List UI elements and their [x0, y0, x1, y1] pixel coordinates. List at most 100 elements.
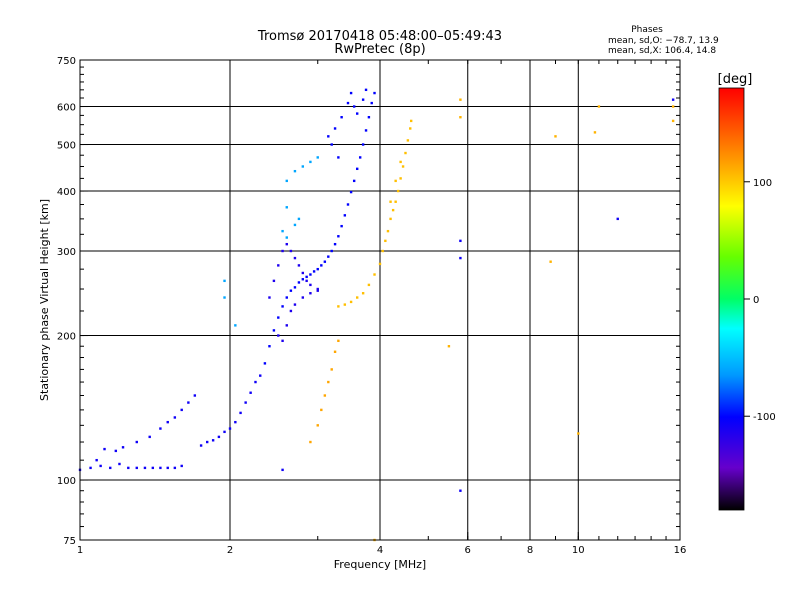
data-point	[396, 189, 400, 193]
data-point	[394, 179, 397, 183]
data-point	[268, 296, 271, 299]
data-point	[301, 278, 305, 281]
y-axis-label: Stationary phase Virtual Height [km]	[38, 199, 51, 401]
data-point	[293, 169, 297, 173]
data-point	[166, 466, 169, 470]
data-point	[361, 143, 365, 146]
data-point	[285, 206, 288, 209]
data-point	[309, 273, 312, 276]
data-point	[381, 249, 384, 253]
data-point	[272, 329, 276, 332]
data-point	[173, 466, 177, 470]
data-point	[312, 270, 316, 273]
data-point	[135, 440, 138, 444]
data-point	[364, 88, 368, 92]
colorbar-tick-label: 100	[753, 178, 772, 189]
data-point	[281, 249, 284, 253]
data-point	[223, 279, 226, 283]
data-point	[358, 156, 362, 159]
data-point	[254, 380, 257, 384]
data-point	[135, 466, 138, 470]
data-point	[330, 143, 333, 146]
data-point	[316, 424, 319, 427]
data-point	[272, 279, 276, 283]
y-axis-ticks: 75 100 200 300 400 500 600 750	[57, 56, 680, 547]
data-point	[234, 324, 237, 327]
data-point	[263, 362, 267, 365]
data-point	[180, 464, 183, 468]
data-point	[297, 264, 301, 267]
data-point	[309, 283, 312, 287]
data-point	[293, 286, 297, 289]
data-point	[349, 190, 353, 194]
phase-info: Phases mean, sd,O: −78.7, 13.9 mean, sd,…	[608, 25, 719, 56]
data-point	[309, 292, 312, 295]
data-point	[305, 275, 308, 279]
data-point	[355, 296, 359, 299]
data-point	[211, 439, 215, 442]
data-point	[297, 217, 301, 221]
data-point	[127, 466, 130, 470]
colorbar-ticks: 100 0 -100	[744, 178, 776, 423]
phase-info-x: mean, sd,X: 106.4, 14.8	[608, 46, 716, 56]
chart-title: Tromsø 20170418 05:48:00–05:49:43	[257, 29, 502, 44]
data-point	[89, 466, 92, 470]
data-point	[361, 292, 365, 295]
y-tick-label: 75	[63, 536, 76, 547]
data-point	[285, 324, 288, 327]
data-point	[109, 466, 112, 470]
data-point	[193, 394, 197, 397]
data-point	[389, 217, 392, 221]
data-point	[554, 135, 557, 138]
data-point	[459, 116, 462, 119]
data-point	[352, 105, 356, 108]
data-point	[320, 264, 323, 267]
data-point	[327, 380, 330, 384]
data-point	[352, 179, 356, 183]
data-point	[293, 256, 297, 260]
data-point	[367, 283, 371, 287]
data-point	[337, 156, 340, 159]
data-point	[384, 239, 387, 243]
data-point	[309, 160, 312, 164]
data-point	[228, 427, 232, 430]
data-point	[103, 447, 106, 451]
y-tick-label: 500	[57, 141, 76, 152]
data-point	[373, 273, 376, 276]
data-point	[148, 435, 151, 439]
data-point	[447, 345, 451, 348]
phase-info-title: Phases	[631, 25, 663, 35]
data-point	[289, 289, 293, 292]
data-point	[223, 296, 226, 299]
data-point	[406, 139, 410, 142]
data-point	[399, 160, 402, 164]
data-point	[268, 345, 271, 348]
data-point	[333, 350, 337, 353]
data-point	[289, 309, 293, 313]
y-tick-label: 200	[57, 332, 76, 343]
data-point	[118, 462, 121, 466]
chart-subtitle: RwPretec (8p)	[334, 42, 425, 57]
data-point	[409, 119, 413, 123]
data-point	[281, 229, 284, 233]
data-point	[249, 391, 252, 394]
grid-lines	[80, 60, 680, 540]
y-tick-label: 750	[57, 56, 76, 67]
data-point	[327, 135, 330, 138]
data-point	[99, 464, 102, 468]
data-point	[301, 296, 305, 299]
data-point	[293, 223, 297, 227]
data-point	[459, 98, 462, 101]
data-point	[199, 444, 203, 447]
data-point	[187, 401, 190, 404]
data-point	[549, 260, 552, 263]
data-point	[333, 127, 337, 130]
data-point	[114, 449, 118, 453]
data-point	[373, 91, 376, 95]
data-point	[346, 203, 350, 206]
data-point	[173, 416, 177, 419]
data-point	[259, 374, 262, 377]
data-point	[143, 466, 147, 470]
data-point	[349, 91, 353, 95]
data-point	[205, 440, 209, 444]
